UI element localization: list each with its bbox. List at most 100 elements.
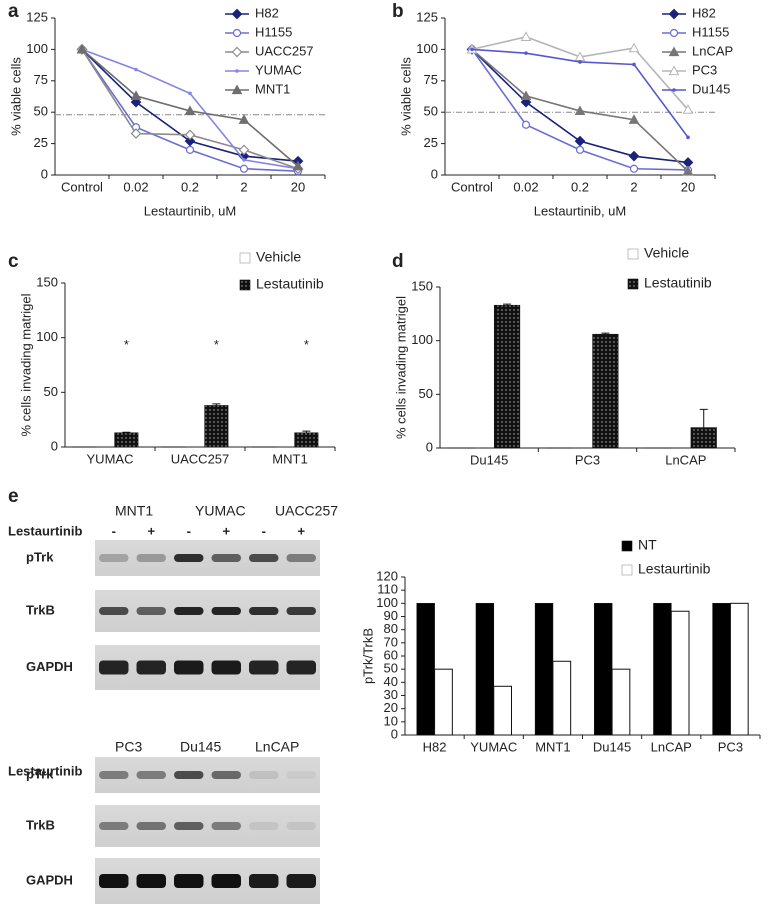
- marker: [130, 90, 142, 100]
- blot-band: [99, 771, 129, 779]
- blot-band: [174, 554, 204, 562]
- cell-line-label: PC3: [115, 739, 142, 755]
- marker: [238, 114, 250, 124]
- y-axis-label: pTrk/TrkB: [360, 628, 375, 684]
- cell-line-label: YUMAC: [195, 503, 246, 519]
- annotation: *: [124, 337, 129, 352]
- marker: [242, 158, 246, 162]
- y-axis-label: % viable cells: [8, 57, 23, 136]
- bar: [690, 427, 717, 449]
- marker: [292, 160, 304, 171]
- blot-band: [174, 607, 204, 615]
- legend-label: UACC257: [255, 43, 314, 58]
- marker: [628, 114, 640, 124]
- treatment-sign: -: [187, 523, 191, 538]
- x-tick-label: 0.02: [513, 179, 538, 194]
- x-tick-label: 20: [681, 179, 695, 194]
- treatment-label: Lestaurtinib: [8, 763, 82, 778]
- marker: [239, 164, 249, 173]
- bar: [670, 610, 690, 736]
- blot-band: [249, 607, 279, 615]
- blot-row-label: pTrk: [26, 766, 54, 781]
- x-axis-label: Lestaurtinib, uM: [534, 203, 627, 218]
- legend-label: LnCAP: [692, 43, 733, 58]
- y-tick-label: 50: [44, 384, 58, 399]
- error-bar: [601, 332, 610, 335]
- blot-row-label: TrkB: [26, 602, 55, 617]
- marker: [130, 128, 142, 139]
- marker: [188, 91, 192, 96]
- marker: [686, 135, 690, 140]
- bar: [204, 405, 229, 448]
- bar: [416, 603, 435, 736]
- marker: [524, 51, 528, 55]
- blot-band: [174, 874, 204, 888]
- marker: [668, 46, 680, 57]
- y-tick-label: 100: [411, 332, 433, 347]
- marker: [184, 105, 196, 116]
- blot-background: [95, 757, 320, 793]
- blot-band: [136, 660, 166, 675]
- y-tick-label: 60: [384, 647, 398, 662]
- marker: [231, 84, 243, 95]
- marker: [672, 88, 676, 92]
- legend-label: Lestaurtinib: [638, 561, 711, 577]
- y-tick-label: 0: [391, 726, 398, 741]
- blot-band: [99, 607, 129, 615]
- blot-band: [211, 554, 241, 562]
- marker: [232, 28, 242, 38]
- blot-band: [136, 554, 166, 562]
- error-bar: [699, 408, 708, 428]
- y-tick-label: 125: [26, 9, 48, 24]
- bar: [729, 602, 749, 736]
- marker: [578, 60, 582, 64]
- legend-label: H82: [255, 5, 279, 20]
- bar: [653, 603, 672, 736]
- marker: [628, 42, 640, 53]
- blot-band: [136, 822, 166, 830]
- blot-band: [286, 822, 316, 830]
- legend-label: H1155: [255, 24, 292, 39]
- legend-label: NT: [638, 537, 657, 553]
- legend-label: Du145: [692, 81, 730, 96]
- blot-row-label: GAPDH: [26, 872, 73, 887]
- error-bar: [212, 403, 221, 406]
- bar: [114, 432, 139, 448]
- treatment-sign: +: [222, 523, 230, 538]
- error-bar: [302, 430, 311, 433]
- marker: [682, 104, 694, 114]
- blot-band: [211, 771, 241, 779]
- marker: [574, 105, 586, 116]
- blot-band: [249, 554, 279, 562]
- blot-band: [211, 607, 241, 615]
- cell-line-label: UACC257: [275, 503, 338, 519]
- marker: [520, 31, 532, 41]
- legend-swatch: [627, 248, 639, 260]
- y-tick-label: 100: [26, 41, 48, 56]
- legend-label: Vehicle: [256, 249, 301, 265]
- blot-band: [286, 874, 316, 888]
- y-tick-label: 50: [419, 386, 433, 401]
- marker: [238, 144, 250, 156]
- y-tick-label: 75: [424, 72, 438, 87]
- blot-row-label: pTrk: [26, 549, 54, 564]
- x-tick-label: PC3: [575, 452, 600, 467]
- blot-background: [95, 645, 320, 690]
- treatment-sign: -: [112, 523, 116, 538]
- panel-label: b: [392, 1, 404, 22]
- blot-row-label: GAPDH: [26, 659, 73, 674]
- legend-label: YUMAC: [255, 62, 302, 77]
- legend-label: PC3: [692, 62, 717, 77]
- legend-swatch: [627, 278, 639, 290]
- bar: [611, 668, 631, 736]
- y-tick-label: 150: [411, 278, 433, 293]
- panel-label: a: [8, 1, 19, 22]
- marker: [668, 8, 680, 20]
- marker: [632, 62, 636, 67]
- y-tick-label: 100: [36, 329, 58, 344]
- y-tick-label: 100: [376, 595, 398, 610]
- bar: [434, 668, 453, 736]
- legend-label: H82: [692, 5, 716, 20]
- x-tick-label: Du145: [593, 739, 631, 754]
